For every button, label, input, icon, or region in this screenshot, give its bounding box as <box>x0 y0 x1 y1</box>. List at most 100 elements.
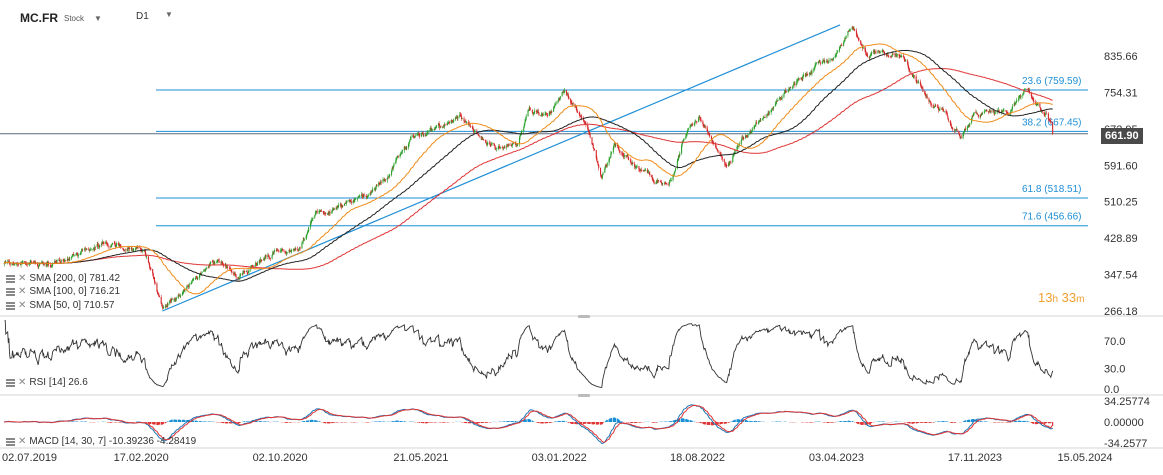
candle <box>324 212 326 214</box>
menu-icon[interactable] <box>6 274 15 283</box>
time-axis-tick: 03.04.2023 <box>809 452 864 464</box>
candle <box>472 126 474 129</box>
candle <box>930 104 932 106</box>
candle <box>533 112 535 114</box>
candle <box>353 199 355 202</box>
close-icon[interactable]: ✕ <box>18 286 27 297</box>
candle <box>662 183 664 184</box>
candle <box>152 269 154 274</box>
candle <box>806 74 808 75</box>
candle <box>835 55 837 57</box>
macd-axis-tick: 34.25774 <box>1104 396 1150 408</box>
candle <box>751 131 753 133</box>
candle <box>267 255 269 257</box>
candle <box>97 245 99 247</box>
rsi-line <box>4 319 1054 388</box>
candle <box>122 247 124 249</box>
candle <box>681 142 683 146</box>
candle <box>400 152 402 154</box>
symbol-header[interactable]: MC.FR Stock ▼ <box>20 10 102 26</box>
candle <box>630 161 632 163</box>
pane-resize-handle[interactable] <box>578 394 590 397</box>
symbol-dropdown-icon[interactable]: ▼ <box>94 13 102 23</box>
menu-icon[interactable] <box>6 378 15 387</box>
candle <box>732 155 734 157</box>
candle <box>366 196 368 198</box>
candle <box>571 102 573 105</box>
candle <box>294 249 296 251</box>
candle <box>618 147 620 150</box>
candle <box>942 108 944 111</box>
close-icon[interactable]: ✕ <box>18 300 27 311</box>
candle <box>703 126 705 128</box>
candle <box>553 107 555 112</box>
timeframe-dropdown-icon[interactable]: ▼ <box>165 10 173 19</box>
timeframe-label[interactable]: D1 <box>136 11 149 22</box>
candle <box>968 124 970 128</box>
candle <box>453 119 455 123</box>
candle <box>985 110 987 112</box>
candle <box>683 138 685 140</box>
candle <box>785 90 787 92</box>
candle <box>878 51 880 53</box>
candle <box>631 162 633 164</box>
candle <box>559 96 561 99</box>
candle <box>634 163 636 168</box>
candle <box>42 261 44 264</box>
indicator-row-sma50[interactable]: ✕ SMA [50, 0] 710.57 <box>6 300 114 311</box>
candle <box>123 250 125 252</box>
indicator-row-sma100[interactable]: ✕ SMA [100, 0] 716.21 <box>6 286 120 297</box>
candle <box>988 111 990 113</box>
close-icon[interactable]: ✕ <box>18 436 27 447</box>
candle <box>174 298 176 300</box>
candle <box>900 55 903 58</box>
candle <box>501 147 503 148</box>
candle <box>558 98 560 100</box>
candle <box>625 155 627 157</box>
candle <box>660 181 662 183</box>
candle <box>677 155 680 160</box>
candle <box>404 148 407 150</box>
candle <box>1037 103 1039 106</box>
candle <box>612 147 614 152</box>
candle <box>94 246 96 248</box>
candle <box>648 171 650 173</box>
candle <box>344 203 346 206</box>
candle <box>169 300 171 304</box>
close-icon[interactable]: ✕ <box>18 273 27 284</box>
candle <box>481 137 483 140</box>
pane-resize-handle[interactable] <box>578 315 590 318</box>
close-icon[interactable]: ✕ <box>18 377 27 388</box>
candle <box>1039 103 1041 108</box>
candle <box>599 167 602 175</box>
indicator-row-rsi[interactable]: ✕ RSI [14] 26.6 <box>6 377 88 388</box>
candle <box>273 250 276 252</box>
candle <box>593 148 595 151</box>
candle <box>464 121 466 122</box>
candle <box>20 263 22 265</box>
candle <box>481 137 483 138</box>
candle <box>141 250 143 252</box>
menu-icon[interactable] <box>6 301 15 310</box>
candle <box>527 110 529 117</box>
candle <box>485 140 487 144</box>
indicator-row-sma200[interactable]: ✕ SMA [200, 0] 781.42 <box>6 273 120 284</box>
candle <box>370 191 372 193</box>
candle <box>354 199 356 200</box>
candle <box>685 134 688 136</box>
candle <box>929 101 931 102</box>
candle <box>567 94 569 97</box>
candle <box>386 178 388 181</box>
candle <box>225 267 227 269</box>
candle <box>204 270 206 271</box>
candle <box>355 199 357 200</box>
candle <box>98 246 100 248</box>
candle <box>1036 103 1038 106</box>
menu-icon[interactable] <box>6 437 15 446</box>
candle <box>537 111 539 113</box>
indicator-row-macd[interactable]: ✕ MACD [14, 30, 7] -10.39236 -4.28419 <box>6 436 196 447</box>
candle <box>250 265 252 267</box>
menu-icon[interactable] <box>6 287 15 296</box>
candle <box>238 278 240 280</box>
